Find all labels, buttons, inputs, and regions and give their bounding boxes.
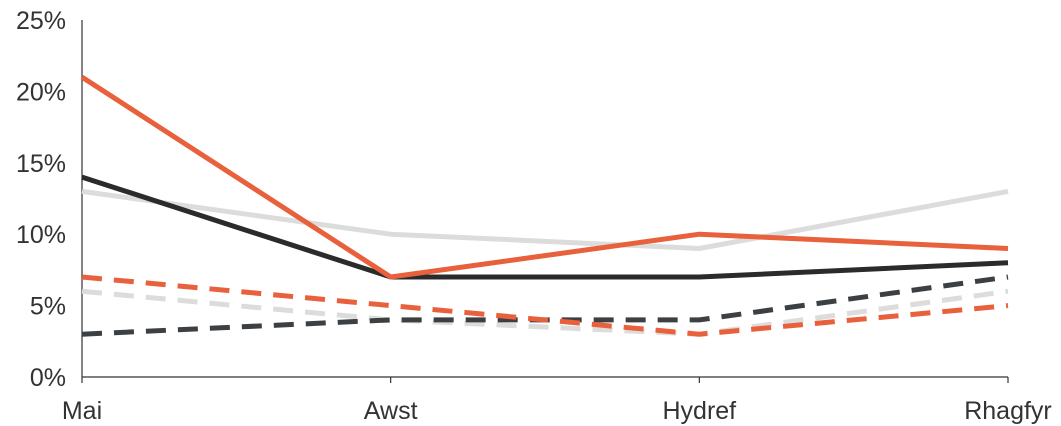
y-axis: 0% 5% 10% 15% 20% 25% bbox=[16, 7, 83, 392]
series-layer bbox=[80, 75, 1009, 337]
y-tick-label: 5% bbox=[30, 293, 66, 321]
series-line-6-dashed bbox=[81, 274, 1009, 337]
y-tick-label: 20% bbox=[16, 78, 66, 106]
y-tick-label: 15% bbox=[16, 150, 66, 178]
y-tick-label: 0% bbox=[30, 364, 66, 392]
y-tick-label: 25% bbox=[16, 7, 66, 35]
x-tick-label: Hydref bbox=[663, 397, 737, 425]
series-line-1 bbox=[81, 188, 1009, 251]
y-tick-label: 10% bbox=[16, 221, 66, 249]
x-tick-label: Rhagfyr bbox=[964, 397, 1052, 425]
x-tick-label: Awst bbox=[364, 397, 418, 425]
series-line-2 bbox=[81, 174, 1009, 280]
x-axis: Mai Awst Hydref Rhagfyr bbox=[62, 376, 1052, 425]
series-line-4-dashed bbox=[81, 288, 1009, 337]
x-tick-label: Mai bbox=[62, 397, 102, 425]
series-line-3 bbox=[80, 75, 1009, 280]
